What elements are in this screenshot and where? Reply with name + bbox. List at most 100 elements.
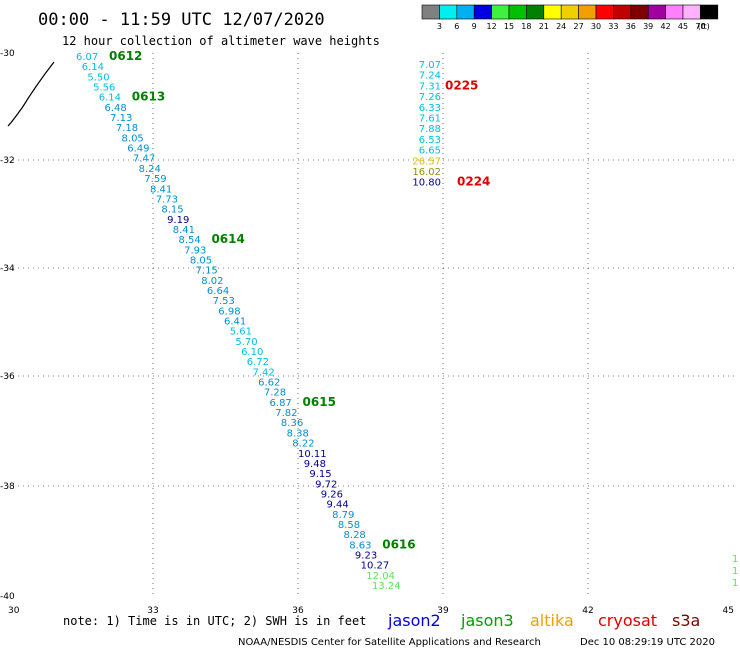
wave-height-value: 7.24 [419, 71, 441, 82]
legend-swatch [543, 4, 562, 20]
latitude-tick-label: -30 [0, 49, 15, 59]
wave-height-value: 1 [732, 554, 738, 565]
pass-time-label: 0616 [382, 537, 415, 551]
wave-height-value: 6.41 [224, 317, 246, 328]
pass-time-label: 0224 [457, 175, 490, 189]
wave-height-value: 8.15 [161, 205, 183, 216]
wave-height-value: 8.41 [150, 184, 172, 195]
legend-tick-label: 24 [556, 22, 566, 31]
footer-note: note: 1) Time is in UTC; 2) SWH is in fe… [63, 614, 366, 628]
wave-height-value: 6.10 [241, 347, 263, 358]
legend-swatch [560, 4, 579, 20]
wave-height-value: 7.28 [264, 388, 286, 399]
wave-height-value: 12.04 [366, 571, 395, 582]
legend-unit: (ft) [698, 22, 710, 31]
wave-height-value: 8.05 [190, 255, 212, 266]
wave-height-value: 5.70 [235, 337, 257, 348]
satellite-legend: jason2 jason3 altika cryosat s3a [387, 611, 700, 630]
legend-swatch [578, 4, 597, 20]
wave-height-value: 6.53 [419, 135, 441, 146]
longitude-tick-label: 30 [8, 606, 20, 616]
legend-tick-label: 3 [437, 22, 442, 31]
wave-height-value: 8.24 [139, 164, 161, 175]
legend-tick-label: 36 [626, 22, 636, 31]
wave-height-value: 6.07 [76, 52, 98, 63]
legend-tick-label: 12 [487, 22, 497, 31]
legend-swatch [682, 4, 701, 20]
wave-height-value: 9.44 [326, 500, 348, 511]
legend-tick-label: 18 [521, 22, 531, 31]
wave-height-value: 6.14 [82, 62, 104, 73]
legend-swatch [421, 4, 440, 20]
wave-height-value: 7.82 [275, 408, 297, 419]
wave-height-value: 7.61 [419, 114, 441, 125]
satellite-name: jason3 [460, 611, 514, 630]
wave-height-value: 5.56 [93, 83, 115, 94]
wave-height-value: 7.07 [419, 60, 441, 71]
wave-height-value: 5.50 [87, 72, 109, 83]
wave-height-value: 10.27 [361, 561, 390, 572]
wave-height-value: 6.98 [218, 306, 240, 317]
wave-height-value: 8.63 [349, 540, 371, 551]
color-scale-legend: 3 6 9 12 15 18 21 24 27 30 33 36 39 42 45 70(ft) [421, 4, 719, 31]
wave-height-value: 6.49 [127, 144, 149, 155]
wave-height-value: 8.28 [344, 530, 366, 541]
altimeter-tracks: 6.076.145.505.566.146.487.137.188.056.49… [76, 49, 738, 592]
legend-swatch [700, 4, 719, 20]
legend-swatch [456, 4, 475, 20]
legend-tick-label: 15 [504, 22, 514, 31]
longitude-tick-label: 45 [723, 606, 734, 616]
wave-height-value: 8.36 [281, 418, 303, 429]
map-title: 00:00 - 11:59 UTC 12/07/2020 [38, 10, 325, 30]
satellite-name: altika [530, 611, 574, 630]
wave-height-value: 6.72 [247, 357, 269, 368]
latitude-tick-label: -34 [0, 264, 15, 274]
legend-swatch [473, 4, 492, 20]
wave-height-value: 6.33 [419, 103, 441, 114]
map-subtitle: 12 hour collection of altimeter wave hei… [62, 34, 380, 48]
satellite-name: jason2 [387, 611, 441, 630]
legend-swatch [526, 4, 545, 20]
longitude-tick-label: 33 [147, 606, 158, 616]
wave-height-value: 16.02 [412, 167, 441, 178]
wave-height-value: 7.31 [419, 81, 441, 92]
wave-height-value: 26.57 [412, 156, 441, 167]
wave-height-value: 10.11 [298, 449, 327, 460]
wave-height-value: 8.58 [338, 520, 360, 531]
wave-height-value: 7.15 [196, 266, 218, 277]
credit-text: NOAA/NESDIS Center for Satellite Applica… [238, 637, 541, 648]
wave-height-value: 1 [732, 578, 738, 589]
legend-tick-label: 45 [678, 22, 688, 31]
wave-height-value: 9.15 [309, 469, 331, 480]
wave-height-value: 6.48 [104, 103, 126, 114]
wave-height-value: 7.88 [419, 124, 441, 135]
wave-height-value: 6.65 [419, 146, 441, 157]
wave-height-value: 7.42 [252, 367, 274, 378]
pass-time-label: 0225 [445, 78, 478, 92]
wave-height-value: 7.26 [419, 92, 441, 103]
wave-height-value: 7.18 [116, 123, 138, 134]
wave-height-value: 8.79 [332, 510, 354, 521]
legend-swatch [439, 4, 458, 20]
legend-tick-label: 27 [574, 22, 584, 31]
legend-swatch [595, 4, 614, 20]
legend-tick-label: 9 [472, 22, 477, 31]
pass-time-label: 0612 [109, 49, 142, 63]
legend-tick-label: 70 [695, 22, 705, 31]
satellite-name: cryosat [598, 611, 657, 630]
latitude-tick-label: -32 [0, 156, 15, 166]
wave-height-value: 6.62 [258, 378, 280, 389]
longitude-tick-label: 36 [292, 606, 304, 616]
wave-height-value: 8.54 [178, 235, 200, 246]
legend-tick-label: 6 [454, 22, 459, 31]
pass-time-label: 0615 [303, 395, 336, 409]
pass-time-label: 0614 [211, 232, 244, 246]
legend-swatch [647, 4, 666, 20]
legend-tick-label: 33 [608, 22, 618, 31]
pass-time-label: 0613 [132, 90, 165, 104]
wave-height-value: 8.41 [173, 225, 195, 236]
legend-tick-label: 42 [661, 22, 671, 31]
wave-height-value: 7.59 [144, 174, 166, 185]
lat-lon-grid [8, 53, 734, 596]
